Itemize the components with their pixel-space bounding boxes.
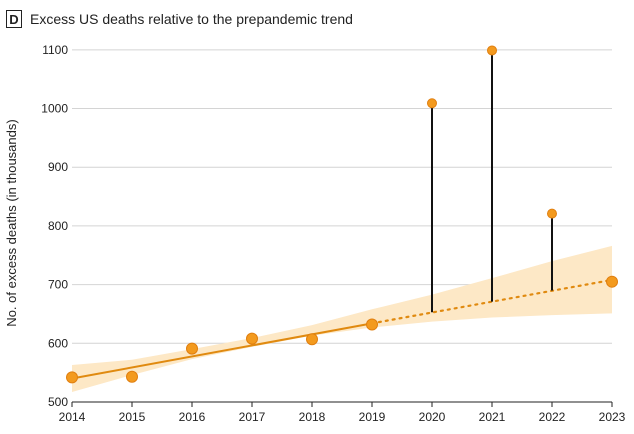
data-point-2020 (427, 98, 437, 109)
excess-death-segments (431, 50, 553, 313)
x-axis-ticks: 2014 2015 2016 2017 2018 2019 2020 2021 2022 2023 (59, 402, 626, 424)
x-tick-label-2015: 2015 (119, 410, 146, 424)
data-point-2021 (487, 45, 497, 56)
y-tick-label-600: 600 (48, 336, 68, 350)
x-tick-label-2022: 2022 (539, 410, 566, 424)
y-tick-label-500: 500 (48, 395, 68, 409)
y-axis-ticks: 500 600 700 800 900 1000 1100 (41, 43, 68, 409)
trend-confidence-band (72, 245, 612, 393)
x-tick-label-2017: 2017 (239, 410, 266, 424)
data-point-2014 (66, 371, 78, 384)
data-point-2015 (126, 370, 138, 383)
data-point-2022 (547, 208, 557, 219)
chart-header: D Excess US deaths relative to the prepa… (6, 8, 353, 30)
y-axis-title: No. of excess deaths (in thousands) (4, 119, 19, 326)
y-tick-label-700: 700 (48, 278, 68, 292)
chart-title: Excess US deaths relative to the prepand… (30, 11, 353, 27)
data-point-2018 (306, 333, 318, 346)
x-tick-label-2021: 2021 (479, 410, 506, 424)
data-point-2023 (606, 275, 618, 288)
data-point-2017 (246, 332, 258, 345)
y-tick-label-1100: 1100 (42, 43, 68, 57)
y-tick-label-1000: 1000 (41, 102, 68, 116)
observed-points (66, 45, 618, 384)
panel-label: D (6, 10, 22, 28)
x-tick-label-2014: 2014 (59, 410, 86, 424)
x-tick-label-2019: 2019 (359, 410, 386, 424)
trend-line-fitted (71, 322, 373, 380)
data-point-2016 (186, 342, 198, 355)
y-tick-label-800: 800 (48, 219, 68, 233)
x-tick-label-2023: 2023 (599, 410, 626, 424)
y-tick-label-900: 900 (48, 160, 68, 174)
data-point-2019 (366, 318, 378, 331)
x-tick-label-2020: 2020 (419, 410, 446, 424)
x-tick-label-2018: 2018 (299, 410, 326, 424)
x-tick-label-2016: 2016 (179, 410, 206, 424)
